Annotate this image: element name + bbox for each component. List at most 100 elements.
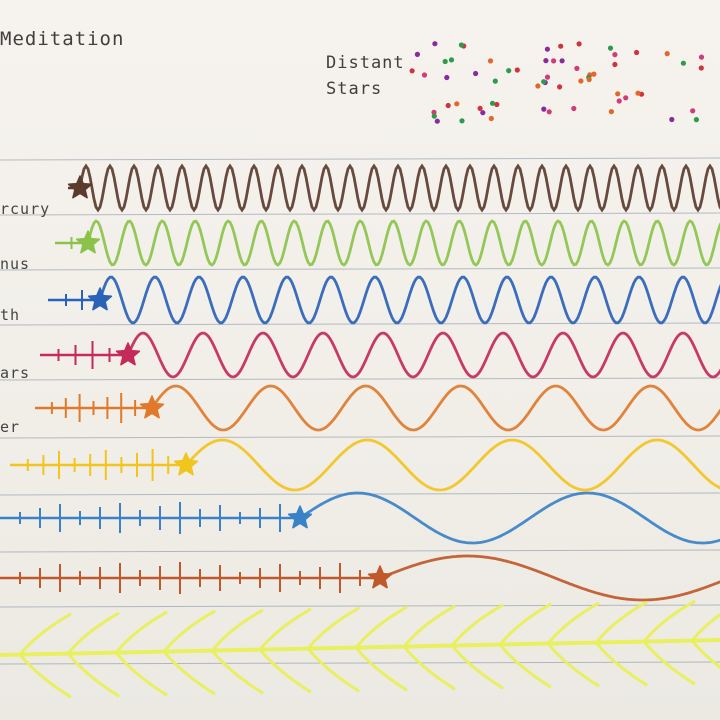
- planet-waves: [0, 163, 720, 602]
- planet-wave: [184, 438, 720, 492]
- planet-wave-row-2: [55, 219, 720, 267]
- star-dot: [559, 58, 565, 64]
- star-marker: [75, 230, 101, 254]
- distant-stars-line2: Stars: [326, 79, 383, 99]
- fern-leaf-lower: [354, 646, 408, 692]
- star-dot: [459, 118, 465, 124]
- star-dot: [421, 72, 428, 78]
- star-dot: [487, 58, 494, 64]
- star-dot: [669, 116, 675, 123]
- planet-wave: [378, 554, 720, 602]
- ruled-line-2: [0, 212, 720, 216]
- planet-label-jupiter: er: [0, 418, 21, 436]
- fern-leaf-upper: [66, 612, 120, 656]
- star-dot: [454, 101, 460, 107]
- star-dot: [409, 68, 415, 74]
- fern-leaf-lower: [498, 643, 552, 689]
- star-dot: [578, 78, 584, 84]
- star-dot: [543, 58, 549, 64]
- star-dot: [616, 98, 622, 104]
- fern-leaf-upper: [450, 604, 504, 648]
- star-dot: [445, 102, 451, 109]
- fern-leaf-upper: [546, 602, 600, 646]
- star-dot: [612, 61, 618, 68]
- fern-leaf-lower: [210, 649, 264, 695]
- star-dot: [506, 68, 512, 74]
- star-dot: [623, 95, 629, 101]
- star-marker: [367, 565, 393, 589]
- star-dot: [458, 42, 464, 48]
- fern-leaf-upper: [162, 610, 216, 654]
- star-dot: [693, 117, 700, 123]
- fern-leaf-lower: [18, 653, 72, 699]
- star-dot: [434, 118, 440, 124]
- star-dot: [477, 105, 483, 111]
- star-marker: [173, 452, 199, 476]
- fern-leaf-lower: [450, 644, 504, 690]
- star-dot: [664, 51, 670, 57]
- fern-leaf-lower: [258, 648, 312, 694]
- star-dot: [541, 106, 547, 112]
- planet-wave-row-7: [0, 491, 720, 545]
- star-dot: [432, 41, 438, 47]
- ruled-line-6: [0, 435, 720, 439]
- star-dot: [448, 57, 455, 63]
- star-dot: [544, 46, 551, 52]
- star-dot: [574, 65, 580, 71]
- fern-leaf-lower: [642, 640, 696, 686]
- planet-wave: [126, 331, 720, 379]
- ruled-line-5: [0, 377, 720, 381]
- fern-leaf-lower: [690, 639, 720, 670]
- star-marker: [67, 175, 93, 199]
- star-dot: [612, 52, 618, 58]
- planet-wave: [86, 219, 720, 267]
- ruled-line-9: [0, 604, 720, 608]
- planet-wave-row-6: [10, 438, 720, 492]
- fern-leaf-upper: [114, 611, 168, 655]
- star-dot: [635, 90, 641, 96]
- fern-leaf-upper: [498, 603, 552, 647]
- star-dot: [544, 74, 551, 80]
- fern-leaf-upper: [306, 607, 360, 651]
- ruled-line-3: [0, 267, 720, 271]
- fern-leaf-upper: [354, 606, 408, 650]
- ruled-lines: [0, 157, 720, 665]
- star-dot: [489, 100, 496, 106]
- star-dot: [442, 58, 448, 65]
- star-marker: [115, 342, 141, 366]
- star-dot: [698, 54, 705, 60]
- fern-leaf-upper: [210, 609, 264, 653]
- fern-leaf-upper: [690, 612, 720, 643]
- planet-label-earth: th: [0, 306, 21, 324]
- ruled-line-4: [0, 322, 720, 326]
- star-dot: [444, 74, 450, 81]
- planet-wave-row-5: [35, 384, 720, 432]
- star-dot: [431, 113, 437, 119]
- distant-stars-dots: [409, 41, 705, 124]
- star-dot: [690, 108, 696, 114]
- fern-leaf-lower: [546, 642, 600, 688]
- fern-leaf-upper: [594, 601, 648, 645]
- ruled-line-10: [0, 661, 720, 665]
- star-dot: [586, 76, 592, 83]
- ruled-line-8: [0, 549, 720, 553]
- star-dot: [615, 91, 621, 97]
- star-marker: [287, 505, 313, 529]
- star-dot: [546, 109, 552, 115]
- fern-leaf-lower: [66, 652, 120, 698]
- star-marker: [87, 287, 113, 311]
- star-dot: [514, 67, 520, 73]
- star-dot: [680, 60, 687, 66]
- planet-wave-row-4: [40, 331, 720, 379]
- star-dot: [541, 79, 547, 85]
- star-dot: [591, 71, 597, 77]
- planet-wave: [298, 491, 720, 545]
- star-dot: [698, 65, 704, 71]
- star-marker: [139, 395, 165, 419]
- page-title: Meditation: [0, 28, 125, 50]
- planet-label-mars: ars: [0, 364, 31, 382]
- planet-label-venus: nus: [0, 255, 31, 273]
- star-dot: [494, 101, 500, 108]
